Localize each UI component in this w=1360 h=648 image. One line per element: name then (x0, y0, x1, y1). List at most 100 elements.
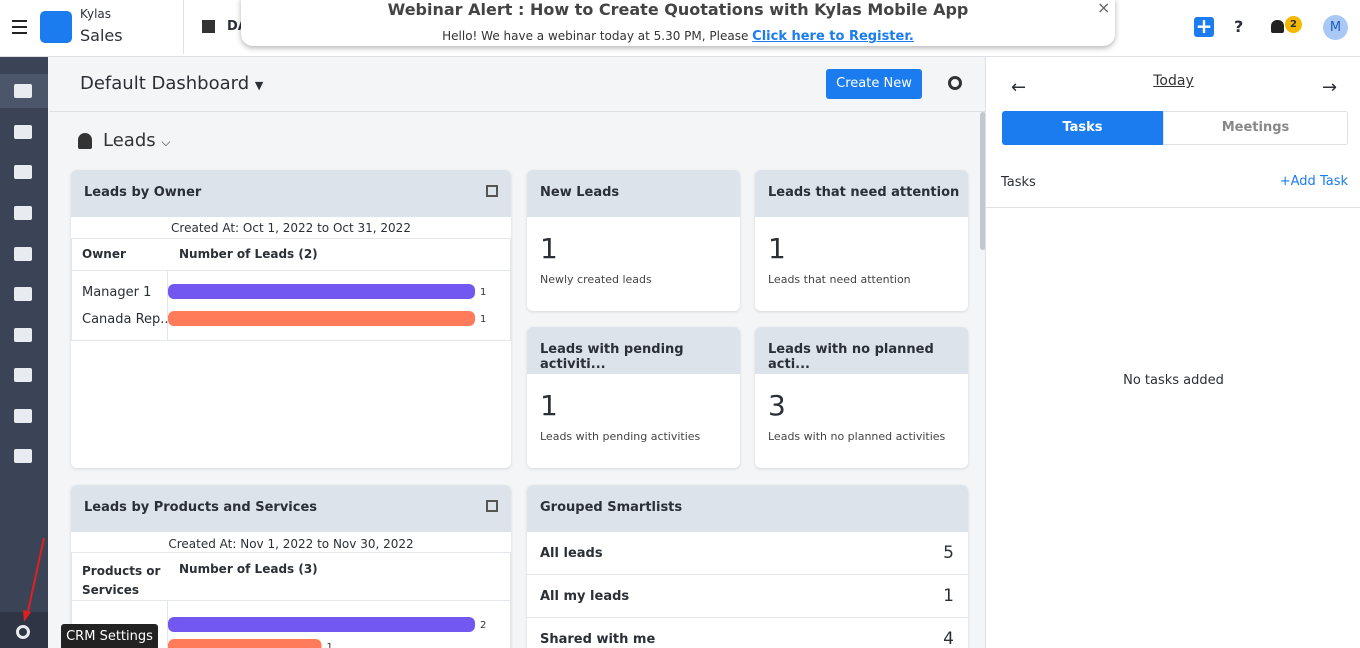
bar (168, 617, 475, 632)
smartlist-label: Shared with me (540, 632, 656, 647)
card-count: 3 (768, 389, 786, 422)
table-rule (71, 270, 511, 271)
nav-companies[interactable] (14, 247, 32, 261)
notifications-button[interactable] (1271, 20, 1284, 33)
nav-meetings[interactable] (14, 368, 32, 382)
nav-quotes[interactable] (14, 287, 32, 301)
nav-contacts[interactable] (14, 206, 32, 220)
smartlist-count: 5 (943, 543, 954, 563)
bar (168, 639, 322, 648)
dashboard-settings[interactable] (948, 76, 962, 90)
card-count: 1 (768, 232, 786, 265)
widget-title: Grouped Smartlists (540, 500, 683, 515)
nav-calls[interactable] (14, 409, 32, 423)
widget-header (71, 485, 511, 532)
card-description: Leads with no planned activities (768, 430, 946, 443)
nav-reports[interactable] (14, 449, 32, 463)
divider (986, 207, 1360, 208)
section-title[interactable]: Leads ⌵ (103, 130, 171, 151)
smartlist-row[interactable]: All my leads 1 (527, 575, 968, 618)
card-title: Leads with pending activiti... (540, 342, 684, 372)
card-count: 1 (540, 232, 558, 265)
bar (168, 311, 475, 326)
column-header: Products or Services (82, 564, 161, 597)
dashboard-title[interactable]: Default Dashboard ▼ (80, 73, 264, 94)
nav-tasks[interactable] (14, 328, 32, 342)
card-title: Leads that need attention (768, 185, 960, 200)
widget-header (527, 485, 968, 532)
date-label[interactable]: Today (1153, 73, 1194, 89)
table-rule (71, 600, 511, 601)
next-day[interactable]: → (1322, 77, 1338, 98)
dashboard-title-text: Default Dashboard (80, 73, 250, 94)
notification-badge: 2 (1285, 16, 1302, 33)
count-card[interactable]: New Leads 1 Newly created leads (527, 170, 740, 311)
row-label: Canada Rep... (82, 312, 173, 327)
created-at: Created At: Nov 1, 2022 to Nov 30, 2022 (168, 537, 414, 551)
owner-chart: Manager 1 1 Canada Rep... 1 (82, 284, 486, 327)
table-rule (167, 600, 168, 648)
widget-title: Leads by Products and Services (84, 500, 318, 515)
add-task[interactable]: +Add Task (1279, 174, 1348, 189)
card-title: Leads with no planned acti... (768, 342, 934, 372)
annotation-arrow (23, 537, 45, 622)
leads-icon (78, 133, 92, 149)
tab[interactable]: Meetings (1163, 111, 1348, 145)
banner-text: Hello! We have a webinar today at 5.30 P… (442, 29, 749, 43)
tasks-heading: Tasks (1001, 175, 1036, 190)
create-button[interactable]: Create New (826, 69, 922, 99)
created-at: Created At: Oct 1, 2022 to Oct 31, 2022 (171, 221, 411, 235)
prev-day[interactable]: ← (1011, 77, 1027, 98)
nav-dashboard-icon[interactable] (14, 84, 32, 98)
register-link[interactable]: Click here to Register. (752, 29, 914, 44)
card-header (755, 327, 968, 374)
column-header: Number of Leads (2) (179, 247, 318, 261)
calendar-icon[interactable] (486, 500, 498, 512)
smartlist-count: 4 (943, 629, 954, 648)
divider (183, 0, 184, 54)
scrollbar (980, 112, 986, 250)
tab-active[interactable]: Tasks (1002, 111, 1163, 145)
products-widget: Leads by Products and Services Created A… (71, 485, 511, 648)
column-header: Owner (82, 247, 126, 261)
bar-label: 1 (480, 314, 486, 325)
row-label: Manager 1 (82, 285, 151, 300)
card-description: Newly created leads (540, 273, 652, 286)
column-header: Number of Leads (3) (179, 562, 318, 576)
bar-label: 2 (480, 620, 486, 631)
section-text: Leads (103, 130, 156, 151)
help-button[interactable]: ? (1234, 17, 1244, 36)
widget-title: Leads by Owner (84, 185, 202, 200)
count-card[interactable]: Leads with no planned acti... 3 Leads with… (755, 327, 968, 468)
add-button[interactable]: + (1194, 14, 1214, 38)
banner-text-line: Hello! We have a webinar today at 5.30 P… (241, 29, 1115, 44)
smartlist-label: All my leads (540, 589, 630, 604)
banner-close[interactable]: × (1097, 0, 1111, 17)
menu-button[interactable] (12, 20, 27, 34)
card-description: Leads that need attention (768, 273, 911, 286)
smartlist-row[interactable]: Shared with me 4 (527, 618, 968, 648)
dashboard-header (49, 57, 985, 112)
count-card[interactable]: Leads with pending activiti... 1 Leads wit… (527, 327, 740, 468)
nav-leads[interactable] (14, 125, 32, 139)
card-title: New Leads (540, 185, 620, 200)
table (71, 238, 511, 341)
side-panel: ← Today → Tasks Meetings Tasks +Add Task… (985, 57, 1360, 648)
tooltip: CRM Settings (61, 624, 158, 648)
product: Sales (80, 26, 123, 45)
smartlist-count: 1 (943, 586, 954, 606)
nav-deals[interactable] (14, 165, 32, 179)
avatar[interactable]: M (1323, 15, 1348, 40)
smartlists-widget: Grouped Smartlists All leads 5 All my lead… (527, 485, 968, 648)
card-count: 1 (540, 389, 558, 422)
smartlist-row[interactable]: All leads 5 (527, 532, 968, 575)
brand: Kylas (80, 7, 112, 21)
bar-label: 1 (480, 287, 486, 298)
logo (40, 11, 72, 43)
dashboard-icon (202, 20, 215, 33)
card-header (527, 327, 740, 374)
calendar-icon[interactable] (486, 185, 498, 197)
sidebar (0, 57, 48, 648)
count-card[interactable]: Leads that need attention 1 Leads that nee… (755, 170, 968, 311)
